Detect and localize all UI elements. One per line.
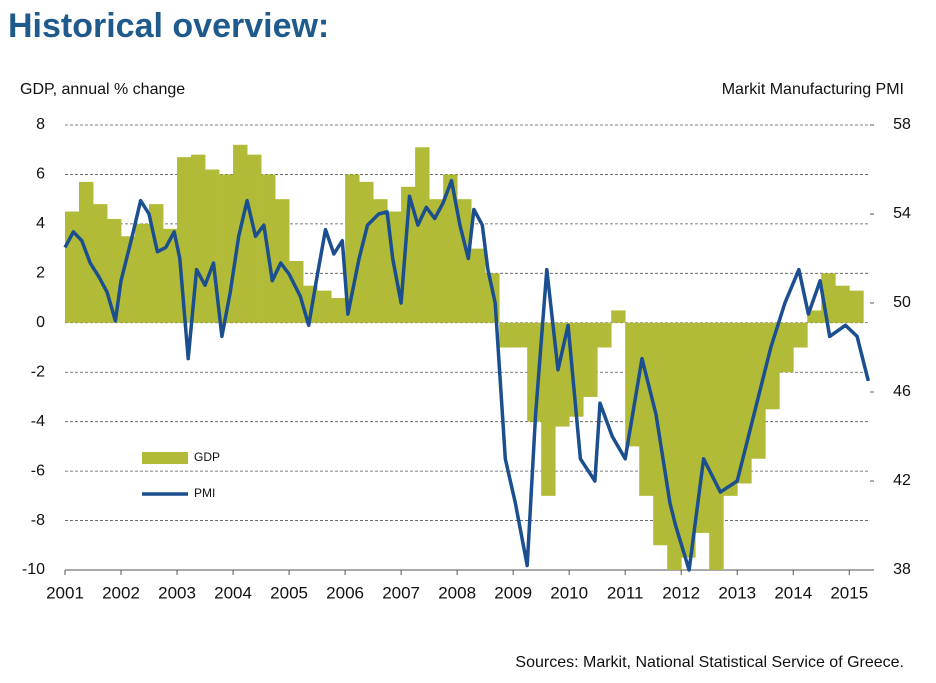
y-tick-label: -6: [31, 462, 45, 479]
gdp-bar: [499, 322, 514, 348]
y-tick-label: 6: [36, 166, 45, 183]
x-tick-label: 2009: [494, 583, 532, 602]
gdp-bar: [835, 285, 850, 323]
x-tick-label: 2002: [102, 583, 140, 602]
gdp-bar: [247, 154, 262, 323]
x-tick-label: 2011: [607, 583, 644, 602]
gdp-bar: [723, 322, 738, 496]
y-tick-label: 4: [36, 215, 45, 232]
x-tick-label: 2015: [830, 583, 868, 602]
gdp-bar: [625, 322, 640, 447]
gdp-bar: [541, 322, 556, 496]
gdp-bar: [681, 322, 696, 558]
gdp-bar: [779, 322, 794, 373]
y-tick-label: -8: [31, 512, 45, 529]
x-tick-label: 2001: [46, 583, 84, 602]
x-tick-label: 2007: [382, 583, 420, 602]
x-tick-label: 2012: [662, 583, 700, 602]
y-tick-label: -4: [31, 413, 45, 430]
gdp-bar: [849, 290, 864, 323]
x-tick-label: 2008: [438, 583, 476, 602]
y2-axis-label: Markit Manufacturing PMI: [722, 81, 904, 98]
gdp-bar: [709, 322, 724, 570]
x-tick-label: 2006: [326, 583, 364, 602]
gdp-bar: [611, 310, 626, 323]
x-tick-label: 2003: [158, 583, 196, 602]
x-tick-label: 2013: [718, 583, 756, 602]
gdp-bar: [107, 218, 122, 323]
source-note: Sources: Markit, National Statistical Se…: [515, 654, 904, 671]
x-tick-label: 2014: [774, 583, 812, 602]
gdp-bar: [807, 310, 822, 323]
y2-tick-label: 54: [893, 205, 911, 222]
gdp-bar: [583, 322, 598, 397]
bars: [65, 144, 864, 570]
gdp-bar: [331, 298, 346, 323]
y-tick-label: -10: [22, 561, 45, 578]
gdp-bar: [443, 174, 458, 323]
y-tick-label: -2: [31, 363, 45, 380]
gdp-bar: [373, 199, 388, 323]
gdp-bar: [597, 322, 612, 348]
y-tick-label: 2: [36, 265, 45, 282]
lines: [63, 178, 870, 572]
y2-tick-label: 46: [893, 383, 911, 400]
y2-tick-label: 58: [893, 116, 911, 133]
gdp-bar: [695, 322, 710, 533]
legend-label: PMI: [194, 486, 215, 500]
chart-title: Historical overview:: [8, 7, 329, 45]
gdp-bar: [429, 199, 444, 323]
gdp-bar: [359, 181, 374, 323]
gdp-bar: [639, 322, 654, 496]
x-tick-label: 2010: [550, 583, 588, 602]
gdp-bar: [401, 186, 416, 323]
gdp-bar: [513, 322, 528, 348]
gdp-bar: [65, 211, 80, 323]
gdp-bar: [471, 248, 486, 323]
y-tick-label: 8: [36, 116, 45, 133]
gdp-bar: [415, 147, 430, 323]
gdp-bar: [317, 290, 332, 323]
gdp-bar: [793, 322, 808, 348]
x-tick-label: 2005: [270, 583, 308, 602]
y2-tick-label: 42: [893, 472, 911, 489]
gdp-bar: [163, 228, 178, 323]
gdp-bar: [121, 236, 136, 323]
y-axis-label: GDP, annual % change: [20, 81, 185, 98]
gdp-bar: [275, 199, 290, 323]
gdp-bar: [219, 174, 234, 323]
y2-tick-label: 50: [893, 294, 911, 311]
x-tick-label: 2004: [214, 583, 252, 602]
gdp-bar: [345, 174, 360, 323]
pmi-line: [63, 178, 870, 572]
gdp-bar: [93, 204, 108, 323]
y2-tick-label: 38: [893, 561, 911, 578]
gdp-bar: [555, 322, 570, 427]
gdp-bar: [765, 322, 780, 410]
legend-label: GDP: [194, 450, 220, 464]
legend-swatch: [142, 452, 188, 464]
y-tick-label: 0: [36, 314, 45, 331]
gdp-bar: [135, 223, 150, 323]
